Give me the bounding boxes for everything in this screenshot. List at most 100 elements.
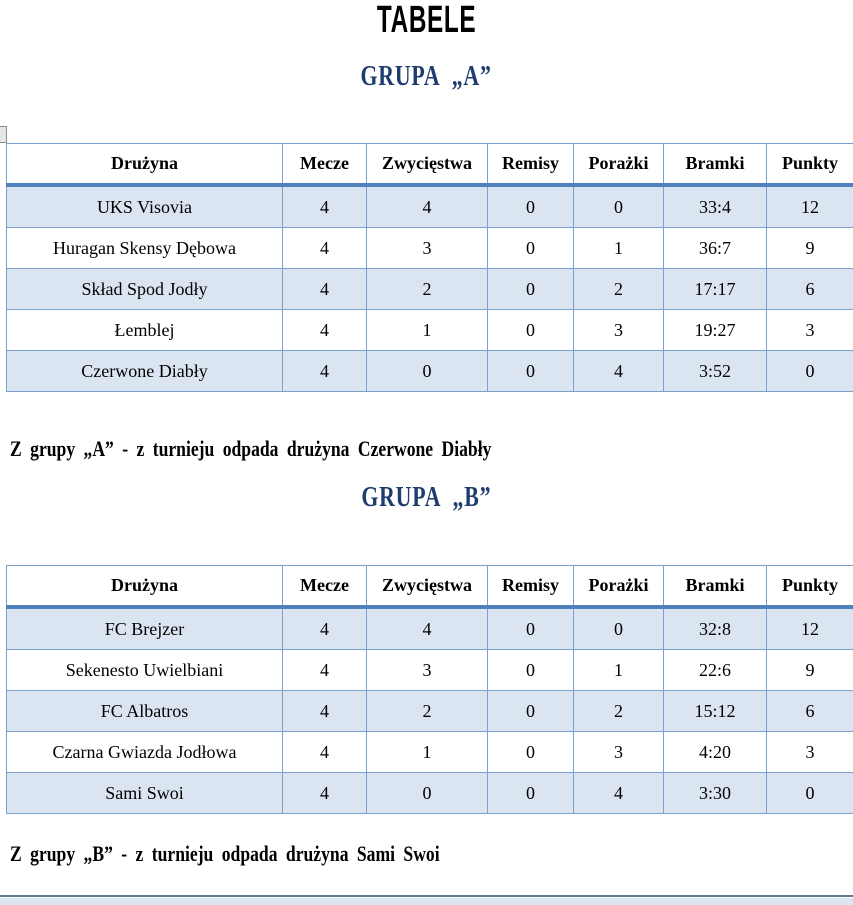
stat-cell: 3 bbox=[766, 309, 853, 351]
table-row: Skład Spod Jodły 4 2 0 2 17:17 6 bbox=[6, 268, 853, 310]
stat-cell: 4 bbox=[282, 184, 367, 228]
team-name-cell: Sekenesto Uwielbiani bbox=[6, 649, 283, 691]
column-header: Remisy bbox=[487, 565, 574, 609]
stat-cell: 1 bbox=[366, 309, 488, 351]
column-header: Porażki bbox=[573, 565, 664, 609]
stat-cell: 0 bbox=[766, 350, 853, 392]
page-title: TABELE bbox=[0, 0, 853, 50]
stat-cell: 4 bbox=[366, 606, 488, 650]
stat-cell: 4 bbox=[366, 184, 488, 228]
stat-cell: 12 bbox=[766, 606, 853, 650]
team-name-cell: FC Albatros bbox=[6, 690, 283, 732]
stat-cell: 0 bbox=[487, 350, 574, 392]
team-name-cell: Łemblej bbox=[6, 309, 283, 351]
stat-cell: 3 bbox=[766, 731, 853, 773]
column-header: Remisy bbox=[487, 143, 574, 187]
table-row: Czarna Gwiazda Jodłowa 4 1 0 3 4:20 3 bbox=[6, 731, 853, 773]
stat-cell: 0 bbox=[487, 184, 574, 228]
stat-cell: 0 bbox=[487, 606, 574, 650]
group-a-heading: GRUPA „A” bbox=[0, 60, 853, 98]
table-header-row: Drużyna Mecze Zwycięstwa Remisy Porażki Bramk… bbox=[6, 143, 853, 187]
column-header: Punkty bbox=[766, 143, 853, 187]
stat-cell: 6 bbox=[766, 690, 853, 732]
stat-cell: 1 bbox=[366, 731, 488, 773]
column-header: Zwycięstwa bbox=[366, 565, 488, 609]
group-a-heading-text: GRUPA „A” bbox=[360, 61, 493, 92]
table-row: Sekenesto Uwielbiani 4 3 0 1 22:6 9 bbox=[6, 649, 853, 691]
stat-cell: 2 bbox=[366, 268, 488, 310]
team-name-cell: Huragan Skensy Dębowa bbox=[6, 227, 283, 269]
stat-cell: 36:7 bbox=[663, 227, 767, 269]
stat-cell: 3 bbox=[573, 309, 664, 351]
stat-cell: 3 bbox=[366, 649, 488, 691]
column-header: Bramki bbox=[663, 565, 767, 609]
stat-cell: 4 bbox=[282, 606, 367, 650]
stat-cell: 0 bbox=[487, 309, 574, 351]
stat-cell: 0 bbox=[487, 227, 574, 269]
group-b-heading-text: GRUPA „B” bbox=[361, 482, 492, 513]
stat-cell: 2 bbox=[573, 690, 664, 732]
stat-cell: 4 bbox=[282, 350, 367, 392]
table-row: FC Albatros 4 2 0 2 15:12 6 bbox=[6, 690, 853, 732]
stat-cell: 19:27 bbox=[663, 309, 767, 351]
team-name-cell: Czarna Gwiazda Jodłowa bbox=[6, 731, 283, 773]
group-a-standings-table: Drużyna Mecze Zwycięstwa Remisy Porażki Bramk… bbox=[6, 143, 853, 392]
stat-cell: 0 bbox=[766, 772, 853, 814]
group-b-relegation-note: Z grupy „B” - z turnieju odpada drużyna … bbox=[10, 841, 547, 870]
stat-cell: 4 bbox=[282, 731, 367, 773]
group-a-relegation-note-text: Z grupy „A” - z turnieju odpada drużyna … bbox=[10, 436, 492, 461]
team-name-cell: Skład Spod Jodły bbox=[6, 268, 283, 310]
stat-cell: 0 bbox=[573, 606, 664, 650]
stat-cell: 0 bbox=[366, 350, 488, 392]
table-header-row: Drużyna Mecze Zwycięstwa Remisy Porażki Bramk… bbox=[6, 565, 853, 609]
stat-cell: 15:12 bbox=[663, 690, 767, 732]
team-name-cell: FC Brejzer bbox=[6, 606, 283, 650]
stat-cell: 9 bbox=[766, 227, 853, 269]
stat-cell: 4 bbox=[282, 690, 367, 732]
stat-cell: 3:52 bbox=[663, 350, 767, 392]
stat-cell: 4 bbox=[282, 309, 367, 351]
column-header: Mecze bbox=[282, 565, 367, 609]
team-name-cell: UKS Visovia bbox=[6, 184, 283, 228]
column-header: Porażki bbox=[573, 143, 664, 187]
stat-cell: 4 bbox=[282, 649, 367, 691]
column-header: Punkty bbox=[766, 565, 853, 609]
table-row: Czerwone Diabły 4 0 0 4 3:52 0 bbox=[6, 350, 853, 392]
column-header: Drużyna bbox=[6, 565, 283, 609]
group-b-heading: GRUPA „B” bbox=[0, 481, 853, 519]
stat-cell: 9 bbox=[766, 649, 853, 691]
stat-cell: 3 bbox=[366, 227, 488, 269]
stat-cell: 17:17 bbox=[663, 268, 767, 310]
stat-cell: 4 bbox=[282, 772, 367, 814]
column-header: Bramki bbox=[663, 143, 767, 187]
table-row: Huragan Skensy Dębowa 4 3 0 1 36:7 9 bbox=[6, 227, 853, 269]
group-a-relegation-note: Z grupy „A” - z turnieju odpada drużyna … bbox=[10, 436, 612, 465]
column-header: Zwycięstwa bbox=[366, 143, 488, 187]
page-title-text: TABELE bbox=[376, 0, 477, 41]
stat-cell: 22:6 bbox=[663, 649, 767, 691]
stat-cell: 3:30 bbox=[663, 772, 767, 814]
stat-cell: 33:4 bbox=[663, 184, 767, 228]
column-header: Drużyna bbox=[6, 143, 283, 187]
team-name-cell: Czerwone Diabły bbox=[6, 350, 283, 392]
stat-cell: 4 bbox=[282, 268, 367, 310]
stat-cell: 32:8 bbox=[663, 606, 767, 650]
column-header: Mecze bbox=[282, 143, 367, 187]
stat-cell: 0 bbox=[573, 184, 664, 228]
stat-cell: 0 bbox=[487, 268, 574, 310]
team-name-cell: Sami Swoi bbox=[6, 772, 283, 814]
stat-cell: 3 bbox=[573, 731, 664, 773]
stat-cell: 12 bbox=[766, 184, 853, 228]
stat-cell: 0 bbox=[487, 772, 574, 814]
stat-cell: 0 bbox=[487, 649, 574, 691]
table-move-handle[interactable] bbox=[0, 126, 7, 143]
stat-cell: 4:20 bbox=[663, 731, 767, 773]
table-row: FC Brejzer 4 4 0 0 32:8 12 bbox=[6, 606, 853, 650]
stat-cell: 1 bbox=[573, 227, 664, 269]
stat-cell: 6 bbox=[766, 268, 853, 310]
stat-cell: 4 bbox=[573, 772, 664, 814]
group-b-relegation-note-text: Z grupy „B” - z turnieju odpada drużyna … bbox=[10, 841, 440, 866]
stat-cell: 4 bbox=[282, 227, 367, 269]
stat-cell: 4 bbox=[573, 350, 664, 392]
stat-cell: 2 bbox=[573, 268, 664, 310]
